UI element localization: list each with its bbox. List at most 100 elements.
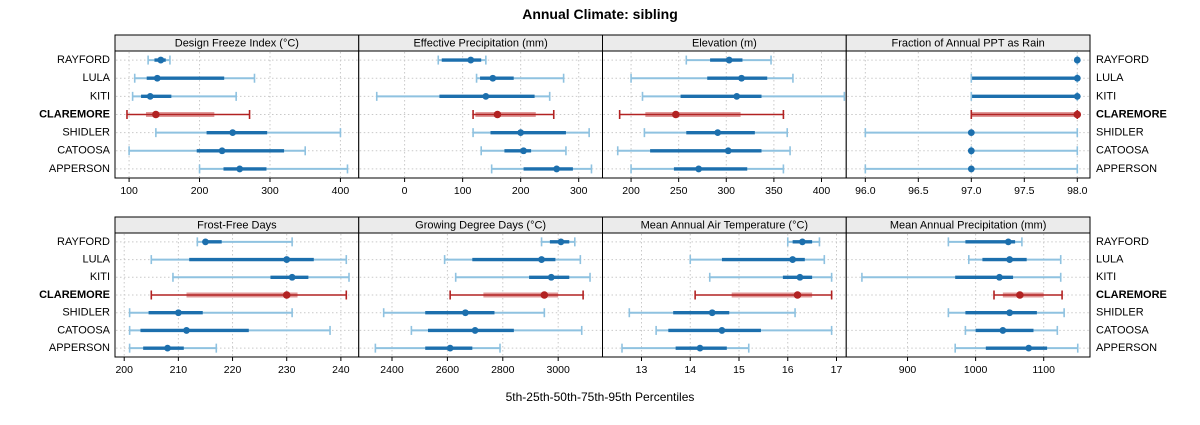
station-label-left: KITI (90, 90, 110, 102)
median-dot (553, 165, 561, 173)
station-label-right: CLAREMORE (1096, 289, 1167, 301)
median-dot (672, 110, 680, 119)
median-dot (540, 291, 549, 299)
station-label-right: RAYFORD (1096, 236, 1149, 248)
station-label-left: APPERSON (49, 163, 110, 175)
median-dot (1004, 238, 1012, 246)
axis-tick-label: 350 (765, 185, 783, 197)
axis-tick-label: 200 (191, 185, 209, 197)
station-label-right: APPERSON (1096, 163, 1157, 175)
panel-strip-title: Mean Annual Air Temperature (°C) (641, 219, 808, 231)
median-dot (446, 344, 454, 352)
chart-title: Annual Climate: sibling (522, 6, 678, 22)
station-label-left: CLAREMORE (39, 108, 110, 120)
panel-strip-title: Growing Degree Days (°C) (415, 219, 546, 231)
median-dot (493, 110, 502, 119)
axis-tick-label: 3000 (547, 364, 571, 376)
median-dot (164, 344, 171, 352)
median-dot (999, 327, 1007, 334)
median-dot (152, 110, 160, 119)
axis-tick-label: 900 (899, 364, 917, 376)
station-label-left: SHIDLER (62, 127, 110, 139)
median-dot (738, 74, 745, 82)
station-label-right: APPERSON (1096, 342, 1157, 354)
axis-tick-label: 300 (718, 185, 736, 197)
median-dot (1006, 309, 1014, 317)
panel-strip-title: Effective Precipitation (mm) (413, 37, 547, 49)
median-dot (288, 273, 296, 281)
median-dot (798, 238, 806, 246)
median-dot (796, 273, 804, 281)
median-dot (733, 92, 741, 100)
median-dot (1025, 344, 1033, 352)
station-label-right: CATOOSA (1096, 324, 1149, 336)
station-label-right: SHIDLER (1096, 127, 1144, 139)
panel-strip-title: Fraction of Annual PPT as Rain (891, 37, 1044, 49)
station-label-left: CATOOSA (57, 324, 110, 336)
axis-tick-label: 250 (670, 185, 688, 197)
station-label-left: CLAREMORE (39, 289, 110, 301)
station-label-right: KITI (1096, 90, 1116, 102)
median-dot (146, 92, 154, 100)
axis-tick-label: 97.0 (961, 185, 982, 197)
station-label-right: LULA (1096, 253, 1124, 265)
station-label-left: CATOOSA (57, 145, 110, 157)
station-label-left: KITI (90, 271, 110, 283)
panel-strip-title: Frost-Free Days (197, 219, 277, 231)
axis-tick-label: 220 (224, 364, 242, 376)
axis-tick-label: 13 (636, 364, 648, 376)
median-dot (1073, 92, 1081, 100)
median-dot (547, 273, 555, 281)
panel-strip-title: Mean Annual Precipitation (mm) (890, 219, 1047, 231)
median-dot (218, 147, 226, 155)
axis-tick-label: 14 (684, 364, 696, 376)
axis-tick-label: 16 (782, 364, 794, 376)
axis-tick-label: 300 (261, 185, 279, 197)
station-label-right: SHIDLER (1096, 307, 1144, 319)
station-label-left: LULA (82, 253, 110, 265)
median-dot (1006, 256, 1014, 263)
axis-tick-label: 200 (115, 364, 133, 376)
x-axis-caption: 5th-25th-50th-75th-95th Percentiles (505, 390, 695, 404)
median-dot (236, 165, 244, 173)
axis-tick-label: 96.5 (908, 185, 929, 197)
median-dot (708, 309, 716, 317)
axis-tick-label: 200 (622, 185, 640, 197)
median-dot (489, 74, 497, 82)
median-dot (471, 327, 479, 334)
median-dot (202, 238, 209, 246)
median-dot (714, 129, 722, 137)
median-dot (517, 129, 525, 137)
median-dot (967, 165, 975, 173)
median-dot (538, 256, 545, 263)
median-dot (282, 291, 291, 299)
median-dot (1073, 74, 1081, 82)
median-dot (461, 309, 469, 317)
axis-tick-label: 240 (332, 364, 350, 376)
axis-tick-label: 300 (570, 185, 588, 197)
axis-tick-label: 230 (278, 364, 296, 376)
axis-tick-label: 210 (170, 364, 188, 376)
axis-tick-label: 1000 (964, 364, 988, 376)
median-dot (967, 129, 975, 137)
axis-tick-label: 97.5 (1014, 185, 1035, 197)
station-label-left: RAYFORD (57, 236, 110, 248)
axis-tick-label: 96.0 (855, 185, 876, 197)
panel-strip-title: Design Freeze Index (°C) (175, 37, 299, 49)
median-dot (725, 56, 733, 64)
axis-tick-label: 2600 (436, 364, 460, 376)
median-dot (467, 56, 475, 64)
station-label-right: RAYFORD (1096, 54, 1149, 66)
median-dot (695, 165, 703, 173)
median-dot (174, 309, 182, 317)
axis-tick-label: 400 (813, 185, 831, 197)
median-dot (996, 273, 1003, 281)
median-dot (229, 129, 237, 137)
axis-tick-label: 100 (454, 185, 472, 197)
panel-strip-title: Elevation (m) (692, 37, 757, 49)
median-dot (520, 147, 527, 155)
axis-tick-label: 1100 (1032, 364, 1055, 376)
axis-tick-label: 2400 (380, 364, 404, 376)
